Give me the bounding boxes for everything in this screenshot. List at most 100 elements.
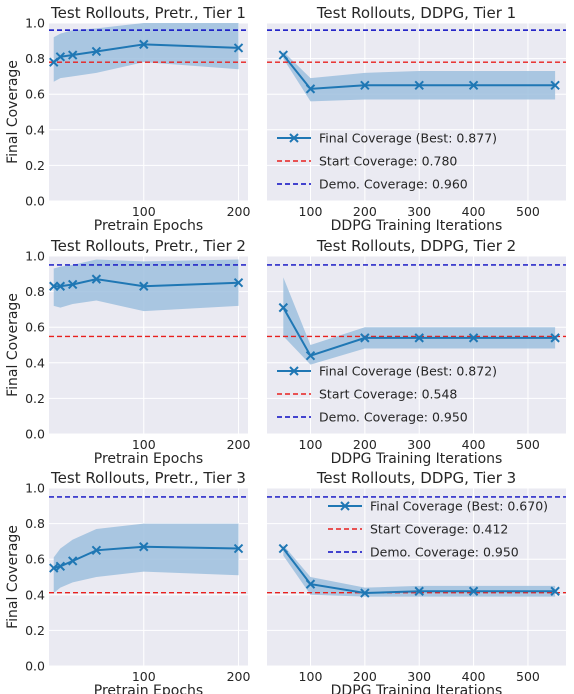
- x-axis-label: DDPG Training Iterations: [331, 218, 503, 234]
- x-axis-label: Pretrain Epochs: [94, 451, 203, 467]
- x-tick-label: 500: [516, 204, 540, 219]
- legend: Final Coverage (Best: 0.872) Start Covera…: [277, 364, 497, 425]
- chart-title: Test Rollouts, Pretr., Tier 3: [50, 469, 246, 487]
- data-point-marker: [55, 52, 66, 62]
- data-point-marker: [305, 350, 316, 361]
- legend-label: Start Coverage: 0.548: [319, 387, 457, 402]
- x-tick-label: 100: [132, 204, 156, 219]
- y-tick-label: 0.6: [25, 87, 45, 102]
- panel-2: Test Rollouts, DDPG, Tier 1 100 200 300 400 5…: [267, 4, 566, 234]
- y-tick-label: 0.6: [25, 552, 45, 567]
- legend-marker: [340, 501, 350, 511]
- final-coverage-line: [282, 307, 556, 357]
- data-point-marker: [360, 80, 370, 91]
- legend-label: Final Coverage (Best: 0.872): [319, 364, 497, 379]
- x-tick-label: 300: [407, 669, 431, 684]
- data-point-marker: [360, 588, 370, 598]
- legend-label: Start Coverage: 0.412: [370, 522, 508, 537]
- y-axis-label: Final Coverage: [5, 525, 21, 629]
- data-point-marker: [67, 279, 78, 290]
- confidence-band: [283, 51, 556, 102]
- panel-1: Test Rollouts, Pretr., Tier 1 0.0 0.2 0.4 0.…: [5, 4, 250, 234]
- x-tick-label: 500: [516, 669, 540, 684]
- y-tick-label: 1.0: [25, 481, 45, 496]
- x-tick-label: 400: [462, 669, 486, 684]
- data-point-marker: [91, 274, 102, 284]
- data-point-marker: [550, 586, 560, 596]
- panel-3: Test Rollouts, Pretr., Tier 2 0.0 0.2 0.4 0.…: [5, 237, 250, 467]
- y-tick-label: 1.0: [25, 16, 45, 31]
- legend-marker: [289, 366, 299, 376]
- x-tick-label: 200: [353, 204, 377, 219]
- data-point-marker: [305, 84, 316, 94]
- data-point-marker: [67, 50, 78, 60]
- data-point-marker: [91, 545, 102, 556]
- data-point-marker: [414, 80, 424, 91]
- data-point-marker: [468, 586, 479, 596]
- x-tick-label: 200: [353, 437, 377, 452]
- confidence-band: [53, 23, 239, 82]
- y-tick-label: 0.0: [25, 194, 45, 209]
- legend-label: Final Coverage (Best: 0.670): [370, 499, 548, 514]
- chart-title: Test Rollouts, DDPG, Tier 1: [316, 4, 516, 22]
- y-tick-label: 0.8: [25, 51, 45, 66]
- data-point-marker: [139, 39, 149, 50]
- y-tick-label: 0.2: [25, 158, 45, 173]
- data-point-marker: [360, 333, 370, 343]
- data-point-marker: [67, 556, 78, 566]
- x-tick-label: 100: [299, 204, 323, 219]
- x-tick-label: 400: [462, 437, 486, 452]
- x-axis-label: DDPG Training Iterations: [331, 451, 503, 467]
- legend: Final Coverage (Best: 0.877) Start Covera…: [277, 131, 497, 192]
- chart-title: Test Rollouts, Pretr., Tier 1: [50, 4, 246, 22]
- panel-5: Test Rollouts, Pretr., Tier 3 0.0 0.2 0.4 0.…: [5, 469, 250, 694]
- data-point-marker: [55, 561, 66, 572]
- legend-label: Demo. Coverage: 0.960: [319, 177, 468, 192]
- data-point-marker: [414, 333, 424, 343]
- x-tick-label: 300: [407, 204, 431, 219]
- confidence-band: [53, 523, 239, 594]
- legend: Final Coverage (Best: 0.670) Start Covera…: [328, 499, 548, 560]
- x-axis-label: Pretrain Epochs: [94, 218, 203, 234]
- x-axis-label: DDPG Training Iterations: [331, 683, 503, 694]
- x-tick-label: 200: [353, 669, 377, 684]
- data-point-marker: [233, 43, 244, 53]
- y-tick-label: 0.2: [25, 391, 45, 406]
- data-point-marker: [414, 586, 424, 596]
- final-coverage-line: [282, 54, 556, 90]
- y-tick-label: 0.4: [25, 122, 45, 137]
- data-point-marker: [278, 50, 289, 60]
- x-tick-label: 400: [462, 204, 486, 219]
- data-point-marker: [468, 80, 479, 91]
- legend-label: Demo. Coverage: 0.950: [319, 410, 468, 425]
- x-tick-label: 200: [227, 669, 251, 684]
- y-tick-label: 0.4: [25, 355, 45, 370]
- legend-marker: [289, 133, 299, 143]
- chart-title: Test Rollouts, DDPG, Tier 3: [316, 469, 516, 487]
- data-point-marker: [55, 281, 66, 291]
- data-point-marker: [233, 543, 244, 554]
- y-tick-label: 0.8: [25, 284, 45, 299]
- y-tick-label: 0.2: [25, 623, 45, 638]
- y-tick-label: 0.6: [25, 320, 45, 335]
- data-point-marker: [278, 302, 289, 313]
- y-tick-label: 1.0: [25, 249, 45, 264]
- x-tick-label: 100: [132, 669, 156, 684]
- data-point-marker: [550, 333, 560, 343]
- y-tick-label: 0.8: [25, 516, 45, 531]
- x-axis-label: Pretrain Epochs: [94, 683, 203, 694]
- y-tick-label: 0.0: [25, 427, 45, 442]
- legend-label: Start Coverage: 0.780: [319, 154, 457, 169]
- y-axis-label: Final Coverage: [5, 60, 21, 164]
- panel-4: Test Rollouts, DDPG, Tier 2 100 200 300 400 5…: [267, 237, 566, 467]
- x-tick-label: 100: [299, 669, 323, 684]
- final-coverage-line: [282, 547, 556, 595]
- data-point-marker: [233, 277, 244, 288]
- x-tick-label: 100: [299, 437, 323, 452]
- plot-area: [267, 23, 566, 201]
- data-point-marker: [468, 333, 479, 343]
- data-point-marker: [305, 579, 316, 589]
- x-tick-label: 200: [227, 204, 251, 219]
- legend-label: Final Coverage (Best: 0.877): [319, 131, 497, 146]
